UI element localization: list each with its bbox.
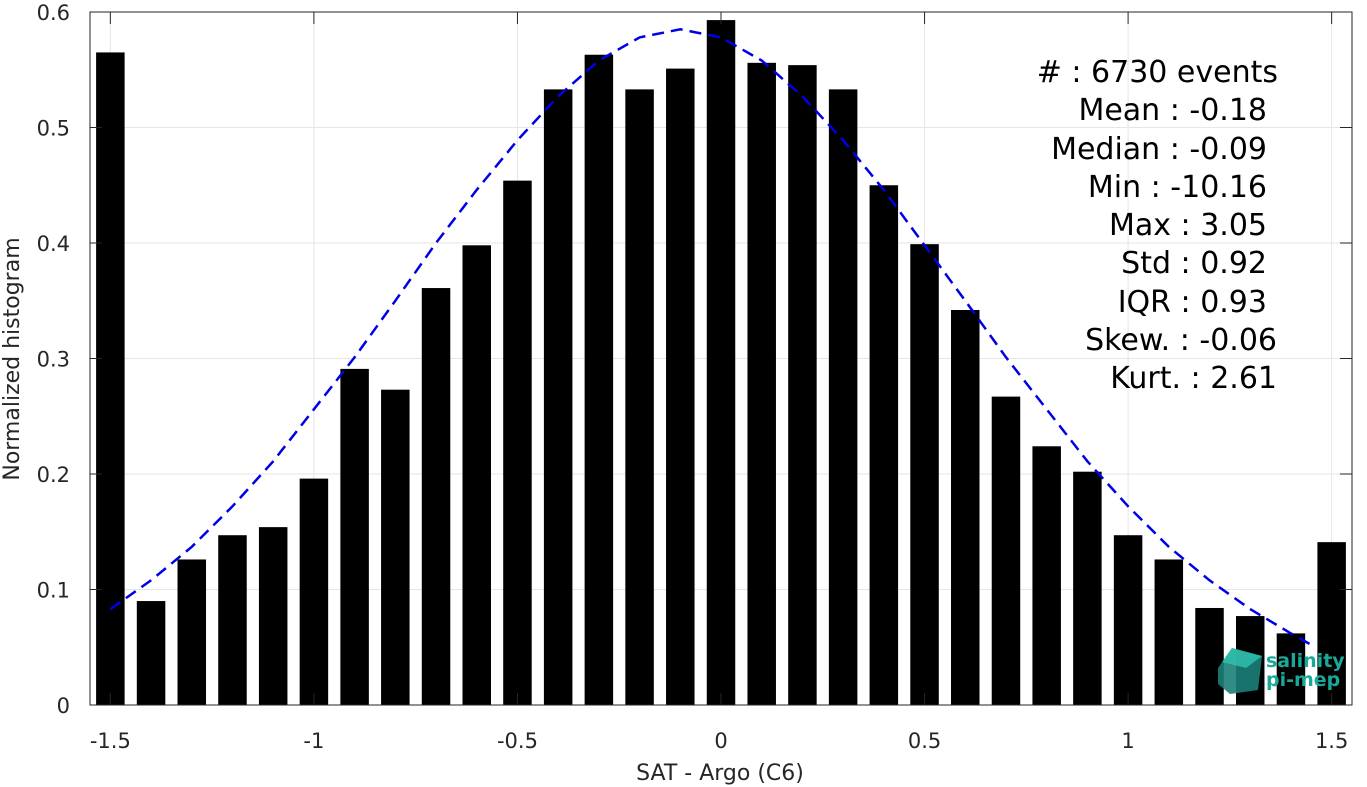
y-tick-label-6: 0.6 (37, 1, 70, 25)
histogram-bar-20 (910, 244, 939, 705)
x-tick-label-4: 0.5 (908, 729, 941, 753)
gaussian-fit-line (109, 28, 1312, 646)
logo-line2: pi-mep (1266, 669, 1340, 691)
histogram-bar-25 (1113, 535, 1143, 705)
stat-min: Min : -10.16 (1088, 170, 1267, 205)
stat-skew: Skew. : -0.06 (1085, 323, 1277, 358)
histogram-bar-16 (747, 62, 776, 705)
histogram-bar-8 (421, 288, 451, 705)
statistics-annotations: # : 6730 events Mean : -0.18 Median : -0… (1037, 55, 1278, 396)
y-axis-label: Normalized histogram (0, 237, 25, 480)
logo-cube-face-icon (1222, 648, 1262, 668)
histogram-bar-23 (1032, 446, 1061, 705)
salinity-pimep-logo: salinity pi-mep (1218, 648, 1345, 694)
histogram-bar-12 (584, 54, 614, 706)
histogram-bar-27 (1195, 607, 1224, 705)
x-axis-ticks: -1.5 -1 -0.5 0 0.5 1 1.5 (90, 12, 1348, 753)
histogram-bar-13 (625, 89, 654, 705)
y-tick-label-0: 0 (57, 694, 70, 718)
histogram-bar-21 (951, 309, 980, 705)
histogram-bar-1 (136, 601, 166, 705)
histogram-bar-4 (258, 527, 288, 705)
histogram-bar-0 (96, 52, 125, 706)
stat-iqr: IQR : 0.93 (1118, 285, 1267, 320)
y-tick-label-5: 0.5 (37, 117, 70, 141)
histogram-bar-5 (299, 478, 329, 705)
histogram-bar-7 (381, 389, 410, 705)
histogram-bar-11 (543, 89, 573, 705)
histogram-bar-24 (1073, 471, 1102, 705)
histogram-bar-29 (1276, 633, 1306, 705)
histogram-bar-14 (666, 68, 695, 706)
y-tick-label-2: 0.2 (37, 463, 70, 487)
histogram-bar-17 (788, 65, 817, 705)
histogram-bar-18 (828, 89, 858, 705)
stat-mean: Mean : -0.18 (1078, 93, 1267, 128)
histogram-bar-9 (462, 245, 491, 705)
histogram-bars (96, 20, 1346, 706)
stat-std: Std : 0.92 (1121, 246, 1267, 281)
stat-events: # : 6730 events (1037, 55, 1278, 90)
y-tick-label-4: 0.4 (37, 232, 70, 256)
y-tick-label-1: 0.1 (37, 579, 70, 603)
x-tick-label-0: -1.5 (90, 729, 131, 753)
histogram-bar-2 (177, 559, 207, 705)
histogram-bar-22 (991, 396, 1021, 705)
stat-kurt: Kurt. : 2.61 (1110, 361, 1277, 396)
histogram-bar-26 (1154, 559, 1184, 705)
x-tick-label-3: 0 (714, 729, 727, 753)
histogram-bar-30 (1317, 542, 1346, 705)
histogram-bar-15 (706, 20, 736, 705)
histogram-bar-6 (340, 368, 369, 705)
histogram-bar-10 (503, 180, 532, 705)
x-axis-label: SAT - Argo (C6) (636, 761, 804, 786)
stat-max: Max : 3.05 (1109, 208, 1267, 243)
histogram-bar-3 (218, 535, 247, 705)
y-axis-ticks: 0 0.1 0.2 0.3 0.4 0.5 0.6 (37, 1, 1352, 718)
x-tick-label-5: 1 (1121, 729, 1134, 753)
x-tick-label-1: -1 (303, 729, 324, 753)
logo-line1: salinity (1266, 650, 1345, 672)
y-tick-label-3: 0.3 (37, 348, 70, 372)
x-tick-label-6: 1.5 (1315, 729, 1348, 753)
stat-median: Median : -0.09 (1051, 132, 1267, 167)
x-tick-label-2: -0.5 (497, 729, 538, 753)
histogram-bar-19 (869, 185, 899, 705)
